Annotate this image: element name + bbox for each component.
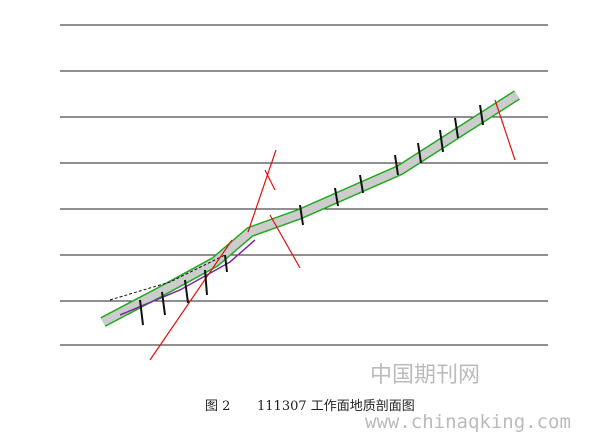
- figure-label: 图 2: [205, 399, 230, 414]
- faults: [149, 99, 516, 361]
- figure-title: 111307 工作面地质剖面图: [257, 399, 415, 414]
- watermark-text: 中国期刊网: [370, 363, 480, 388]
- coal-seam: [100, 90, 520, 327]
- borehole-ticks: [139, 104, 484, 326]
- level-lines: [60, 24, 548, 346]
- watermark-url: www.chinaqking.com: [365, 411, 571, 433]
